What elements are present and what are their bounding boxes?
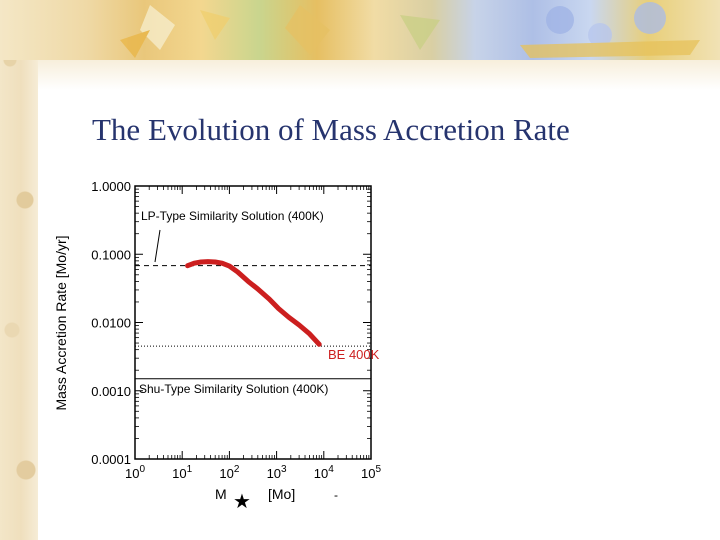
y-axis-label: Mass Accretion Rate [Mo/yr] [53, 235, 69, 410]
trailing-mark: - [334, 488, 338, 502]
y-tick-label: 0.0010 [91, 384, 131, 399]
leaf-decoration-icon [120, 2, 700, 58]
x-axis-symbol: M [215, 486, 227, 502]
y-tick-label: 0.0001 [91, 452, 131, 467]
x-axis-unit: [Mo] [268, 486, 295, 502]
x-tick-label: 100 [125, 464, 145, 481]
x-tick-label: 102 [219, 464, 239, 481]
x-tick-label: 101 [172, 464, 192, 481]
slide-banner-fade [38, 60, 720, 90]
x-tick-label: 103 [267, 464, 287, 481]
slide-top-banner [0, 0, 720, 60]
x-tick-label: 104 [314, 464, 334, 481]
y-tick-label: 0.0100 [91, 316, 131, 331]
slide-title: The Evolution of Mass Accretion Rate [92, 112, 570, 147]
series-line-be-400k [185, 259, 322, 347]
slide-left-border [0, 0, 38, 540]
shu-type-label: Shu-Type Similarity Solution (400K) [139, 382, 328, 396]
lp-type-pointer [154, 229, 161, 263]
y-tick-label: 1.0000 [91, 179, 131, 194]
y-tick-label: 0.1000 [91, 247, 131, 262]
be-400k-label: BE 400K [328, 347, 380, 362]
star-icon: ★ [233, 489, 251, 513]
x-tick-label: 105 [361, 464, 381, 481]
plot-frame [134, 185, 372, 460]
lp-type-label: LP-Type Similarity Solution (400K) [141, 209, 324, 223]
